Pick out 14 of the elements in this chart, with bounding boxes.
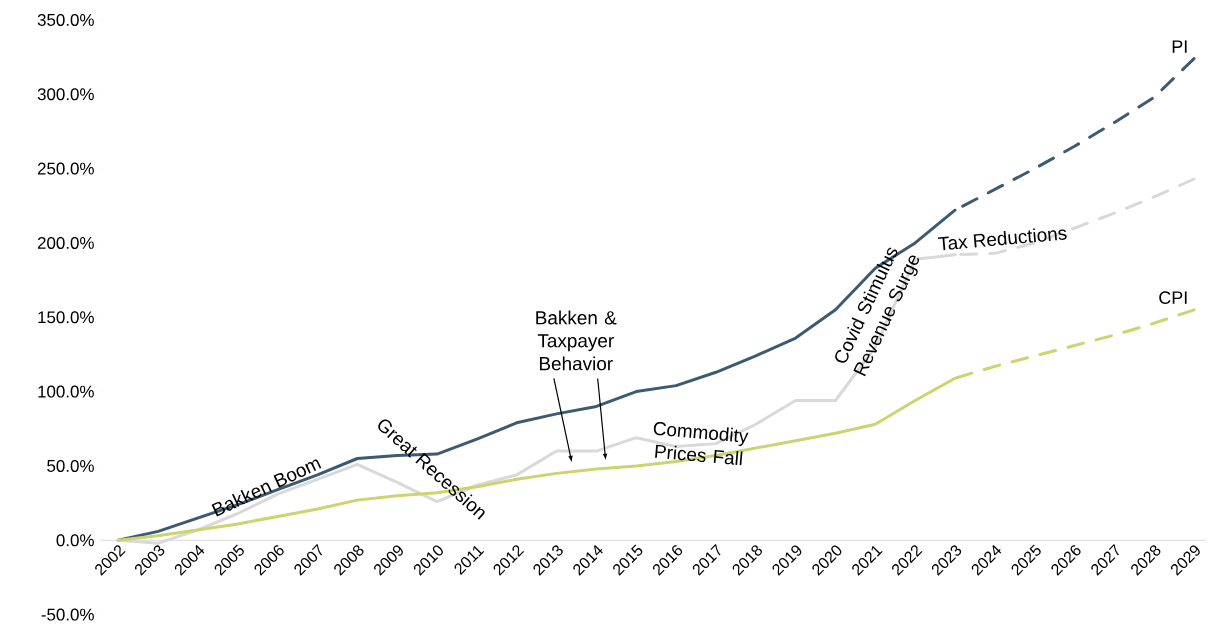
series-label: PI: [1172, 40, 1187, 53]
annotation: Commodity Prices Fall: [653, 422, 749, 466]
y-tick-label: 0.0%: [56, 534, 94, 547]
y-tick-label: -50.0%: [41, 608, 94, 621]
y-tick-label: 250.0%: [37, 162, 94, 175]
y-tick-label: 350.0%: [37, 14, 94, 27]
y-tick-label: 150.0%: [38, 311, 94, 324]
y-tick-label: 50.0%: [47, 460, 94, 473]
y-tick-label: 200.0%: [37, 237, 94, 250]
y-tick-label: 100.0%: [38, 385, 94, 398]
series-label: CPI: [1159, 291, 1187, 305]
annotation: Tax Reductions: [937, 228, 1067, 251]
y-tick-label: 300.0%: [37, 88, 94, 101]
annotation: Bakken & Taxpayer Behavior: [536, 310, 617, 371]
